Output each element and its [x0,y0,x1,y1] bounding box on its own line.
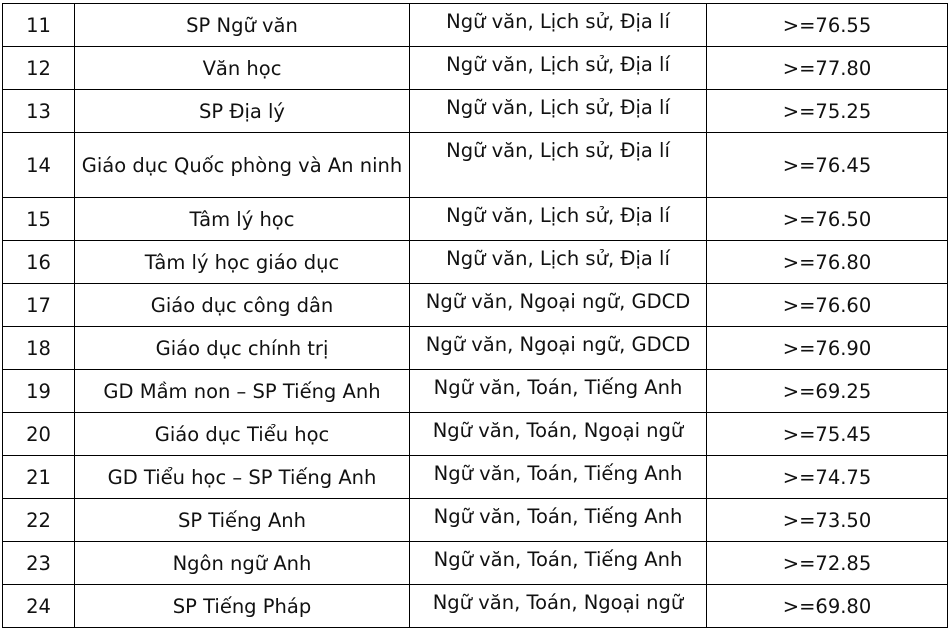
subject-combination-cell: Ngữ văn, Ngoại ngữ, GDCD [409,326,707,370]
min-score-cell: >=75.25 [706,89,948,133]
min-score-cell: >=76.60 [706,283,948,327]
min-score-cell: >=77.80 [706,46,948,90]
min-score-cell: >=76.80 [706,240,948,284]
row-number-cell: 16 [2,240,75,284]
subject-combination-cell: Ngữ văn, Lịch sử, Địa lí [409,89,707,133]
row-number-cell: 22 [2,498,75,542]
subject-combination-cell: Ngữ văn, Lịch sử, Địa lí [409,3,707,47]
row-number-cell: 18 [2,326,75,370]
min-score-cell: >=69.25 [706,369,948,413]
subject-combination-cell: Ngữ văn, Toán, Tiếng Anh [409,369,707,413]
program-name-cell: SP Ngữ văn [74,3,410,47]
table-row: 23 Ngôn ngữ Anh Ngữ văn, Toán, Tiếng Anh >=… [2,541,948,585]
subject-combination-cell: Ngữ văn, Lịch sử, Địa lí [409,197,707,241]
row-number-cell: 12 [2,46,75,90]
min-score-cell: >=76.45 [706,132,948,198]
subject-combination-cell: Ngữ văn, Toán, Tiếng Anh [409,455,707,499]
table-row: 24 SP Tiếng Pháp Ngữ văn, Toán, Ngoại ngữ >… [2,584,948,628]
table-row: 12 Văn học Ngữ văn, Lịch sử, Địa lí >=77.80 [2,46,948,90]
table-row: 22 SP Tiếng Anh Ngữ văn, Toán, Tiếng Anh >=… [2,498,948,542]
min-score-cell: >=74.75 [706,455,948,499]
table-body: 11 SP Ngữ văn Ngữ văn, Lịch sử, Địa lí >=76… [2,3,948,628]
table-row: 15 Tâm lý học Ngữ văn, Lịch sử, Địa lí >=76… [2,197,948,241]
table-row: 18 Giáo dục chính trị Ngữ văn, Ngoại ngữ, … [2,326,948,370]
min-score-cell: >=76.50 [706,197,948,241]
program-name-cell: Giáo dục Tiểu học [74,412,410,456]
min-score-cell: >=76.90 [706,326,948,370]
row-number-cell: 13 [2,89,75,133]
row-number-cell: 17 [2,283,75,327]
subject-combination-cell: Ngữ văn, Toán, Tiếng Anh [409,498,707,542]
row-number-cell: 14 [2,132,75,198]
table-row: 11 SP Ngữ văn Ngữ văn, Lịch sử, Địa lí >=76… [2,3,948,47]
row-number-cell: 24 [2,584,75,628]
subject-combination-cell: Ngữ văn, Lịch sử, Địa lí [409,46,707,90]
row-number-cell: 21 [2,455,75,499]
min-score-cell: >=69.80 [706,584,948,628]
table-row: 19 GD Mầm non – SP Tiếng Anh Ngữ văn, Toán… [2,369,948,413]
subject-combination-cell: Ngữ văn, Ngoại ngữ, GDCD [409,283,707,327]
program-name-cell: GD Tiểu học – SP Tiếng Anh [74,455,410,499]
subject-combination-cell: Ngữ văn, Toán, Tiếng Anh [409,541,707,585]
program-name-cell: Ngôn ngữ Anh [74,541,410,585]
table-row: 16 Tâm lý học giáo dục Ngữ văn, Lịch sử, Đ… [2,240,948,284]
program-name-cell: SP Tiếng Pháp [74,584,410,628]
row-number-cell: 19 [2,369,75,413]
row-number-cell: 15 [2,197,75,241]
table-row: 13 SP Địa lý Ngữ văn, Lịch sử, Địa lí >=75.… [2,89,948,133]
subject-combination-cell: Ngữ văn, Toán, Ngoại ngữ [409,584,707,628]
row-number-cell: 20 [2,412,75,456]
table-row: 14 Giáo dục Quốc phòng và An ninh Ngữ văn,… [2,132,948,198]
row-number-cell: 11 [2,3,75,47]
table-row: 21 GD Tiểu học – SP Tiếng Anh Ngữ văn, Toá… [2,455,948,499]
admission-scores-table: 11 SP Ngữ văn Ngữ văn, Lịch sử, Địa lí >=76… [2,3,948,628]
program-name-cell: Giáo dục công dân [74,283,410,327]
table-row: 20 Giáo dục Tiểu học Ngữ văn, Toán, Ngoại … [2,412,948,456]
program-name-cell: Tâm lý học [74,197,410,241]
subject-combination-cell: Ngữ văn, Lịch sử, Địa lí [409,240,707,284]
program-name-cell: SP Địa lý [74,89,410,133]
table-row: 17 Giáo dục công dân Ngữ văn, Ngoại ngữ, G… [2,283,948,327]
min-score-cell: >=76.55 [706,3,948,47]
program-name-cell: SP Tiếng Anh [74,498,410,542]
subject-combination-cell: Ngữ văn, Lịch sử, Địa lí [409,132,707,198]
subject-combination-cell: Ngữ văn, Toán, Ngoại ngữ [409,412,707,456]
program-name-cell: Giáo dục chính trị [74,326,410,370]
row-number-cell: 23 [2,541,75,585]
program-name-cell: Tâm lý học giáo dục [74,240,410,284]
program-name-cell: Văn học [74,46,410,90]
min-score-cell: >=72.85 [706,541,948,585]
program-name-cell: GD Mầm non – SP Tiếng Anh [74,369,410,413]
min-score-cell: >=73.50 [706,498,948,542]
program-name-cell: Giáo dục Quốc phòng và An ninh [74,132,410,198]
min-score-cell: >=75.45 [706,412,948,456]
